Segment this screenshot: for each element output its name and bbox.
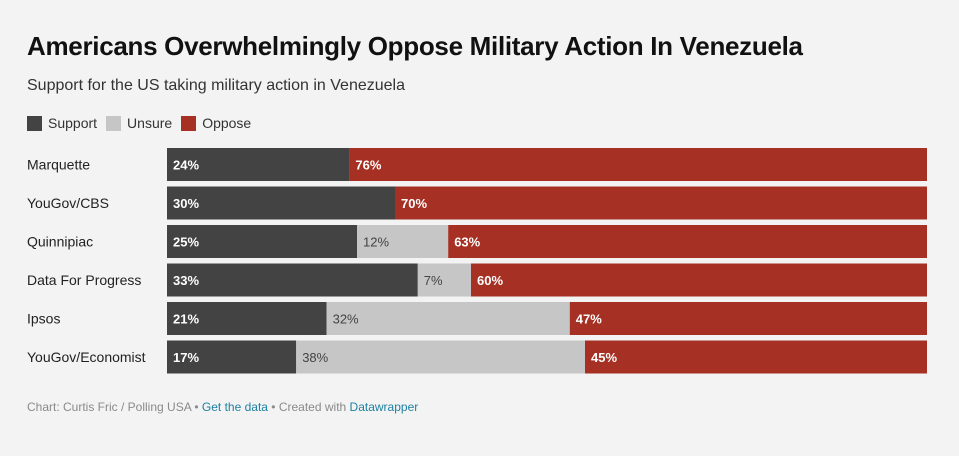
data-label: 25% bbox=[173, 235, 199, 250]
data-label: 24% bbox=[173, 158, 199, 173]
bar-segment-unsure bbox=[357, 225, 449, 258]
bar-row: Quinnipiac 25% 12% 63% bbox=[27, 225, 927, 258]
bar-segment-unsure bbox=[417, 263, 471, 297]
category-label: Marquette bbox=[27, 157, 90, 173]
bar-segment-unsure bbox=[296, 340, 585, 374]
bar-segment-support bbox=[167, 148, 350, 181]
category-label: Ipsos bbox=[27, 311, 60, 327]
bar-segment-oppose bbox=[471, 263, 927, 297]
data-label: 38% bbox=[302, 350, 328, 365]
data-label: 21% bbox=[173, 312, 199, 327]
category-label: Data For Progress bbox=[27, 272, 141, 288]
bar-row: YouGov/CBS 30% 70% bbox=[27, 186, 927, 220]
bar-row: YouGov/Economist 17% 38% 45% bbox=[27, 340, 927, 374]
bar-segment-oppose bbox=[569, 302, 927, 335]
datawrapper-link[interactable]: Datawrapper bbox=[349, 400, 419, 414]
data-label: 45% bbox=[591, 350, 617, 365]
legend-label-support: Support bbox=[48, 115, 98, 131]
data-label: 76% bbox=[355, 158, 381, 173]
bar-segment-oppose bbox=[395, 186, 927, 220]
bar-segment-support bbox=[167, 302, 327, 335]
chart-title: Americans Overwhelmingly Oppose Military… bbox=[27, 31, 803, 61]
legend-item-unsure: Unsure bbox=[106, 115, 172, 131]
bar-segment-support bbox=[167, 340, 297, 374]
bar-row: Data For Progress 33% 7% 60% bbox=[27, 263, 927, 297]
legend-swatch-unsure bbox=[106, 115, 122, 131]
chart-footer: Chart: Curtis Fric / Polling USA • Get t… bbox=[27, 400, 418, 414]
data-label: 60% bbox=[477, 273, 503, 288]
bar-segment-oppose bbox=[349, 148, 927, 181]
chart-subtitle: Support for the US taking military actio… bbox=[27, 77, 405, 94]
data-label: 7% bbox=[424, 273, 443, 288]
legend-item-support: Support bbox=[27, 115, 97, 131]
bar-segment-oppose bbox=[585, 340, 927, 374]
legend-swatch-oppose bbox=[181, 115, 197, 131]
bar-row: Marquette 24% 76% bbox=[27, 148, 927, 181]
legend-label-unsure: Unsure bbox=[127, 115, 173, 131]
category-label: YouGov/CBS bbox=[27, 195, 109, 211]
footer-created-with: • Created with bbox=[267, 400, 350, 414]
bar-segment-support bbox=[167, 263, 418, 297]
data-label: 33% bbox=[173, 273, 199, 288]
legend-swatch-support bbox=[27, 115, 42, 131]
legend-item-oppose: Oppose bbox=[181, 115, 251, 131]
data-label: 63% bbox=[454, 235, 480, 250]
data-label: 32% bbox=[333, 312, 359, 327]
legend-label-oppose: Oppose bbox=[202, 115, 252, 131]
get-data-link[interactable]: Get the data bbox=[201, 400, 268, 414]
category-label: Quinnipiac bbox=[27, 234, 93, 250]
bar-segment-unsure bbox=[326, 302, 570, 335]
bar-segment-support bbox=[167, 186, 395, 220]
bar-row: Ipsos 21% 32% 47% bbox=[27, 302, 927, 335]
legend: Support Unsure Oppose bbox=[27, 115, 260, 131]
data-label: 47% bbox=[576, 312, 602, 327]
category-label: YouGov/Economist bbox=[27, 349, 146, 365]
data-label: 17% bbox=[173, 350, 199, 365]
bar-segment-oppose bbox=[448, 225, 927, 258]
data-label: 70% bbox=[401, 196, 427, 211]
bar-segment-support bbox=[167, 225, 357, 258]
data-label: 30% bbox=[173, 196, 199, 211]
footer-source: Chart: Curtis Fric / Polling USA bbox=[27, 400, 192, 414]
footer-separator: • bbox=[191, 400, 202, 414]
data-label: 12% bbox=[363, 235, 389, 250]
